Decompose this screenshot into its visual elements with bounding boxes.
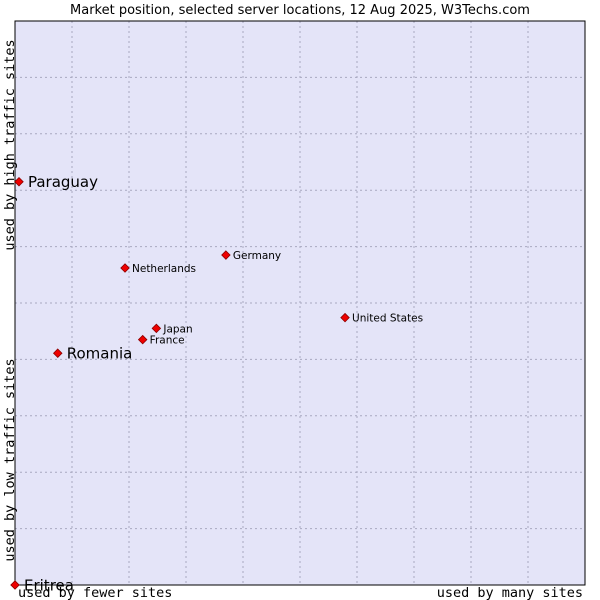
- point-label: Paraguay: [28, 173, 98, 191]
- x-axis-low-label: used by fewer sites: [18, 585, 172, 600]
- point-label: Netherlands: [132, 263, 196, 275]
- point-marker: [340, 312, 350, 323]
- point-label: France: [150, 335, 185, 347]
- y-axis-high-label: used by high traffic sites: [2, 39, 18, 250]
- grid-lines: [15, 21, 585, 585]
- chart-title: Market position, selected server locatio…: [70, 3, 530, 18]
- data-points: Paraguay Germany Netherlands United States J…: [10, 173, 423, 595]
- plot-border: [14, 20, 586, 586]
- data-point-paraguay[interactable]: Paraguay: [14, 173, 98, 191]
- data-point-united-states[interactable]: United States: [340, 312, 423, 325]
- data-point-france[interactable]: France: [137, 334, 185, 347]
- point-label: Japan: [162, 323, 192, 335]
- point-label: United States: [352, 313, 423, 325]
- data-point-japan[interactable]: Japan: [151, 323, 193, 335]
- data-point-eritrea[interactable]: Eritrea: [10, 577, 74, 595]
- data-point-netherlands[interactable]: Netherlands: [120, 263, 196, 275]
- y-axis-low-label: used by low traffic sites: [2, 358, 18, 561]
- x-axis-high-label: used by many sites: [437, 585, 583, 600]
- point-label: Germany: [233, 250, 281, 262]
- point-marker: [221, 250, 231, 260]
- point-label: Eritrea: [24, 577, 74, 595]
- point-marker: [120, 263, 130, 273]
- point-marker: [137, 334, 148, 345]
- point-marker: [52, 348, 63, 358]
- data-point-romania[interactable]: Romania: [52, 345, 133, 363]
- point-marker: [14, 176, 24, 187]
- data-point-germany[interactable]: Germany: [221, 250, 281, 262]
- point-marker: [151, 323, 162, 334]
- point-marker: [10, 580, 20, 590]
- point-label: Romania: [67, 345, 133, 363]
